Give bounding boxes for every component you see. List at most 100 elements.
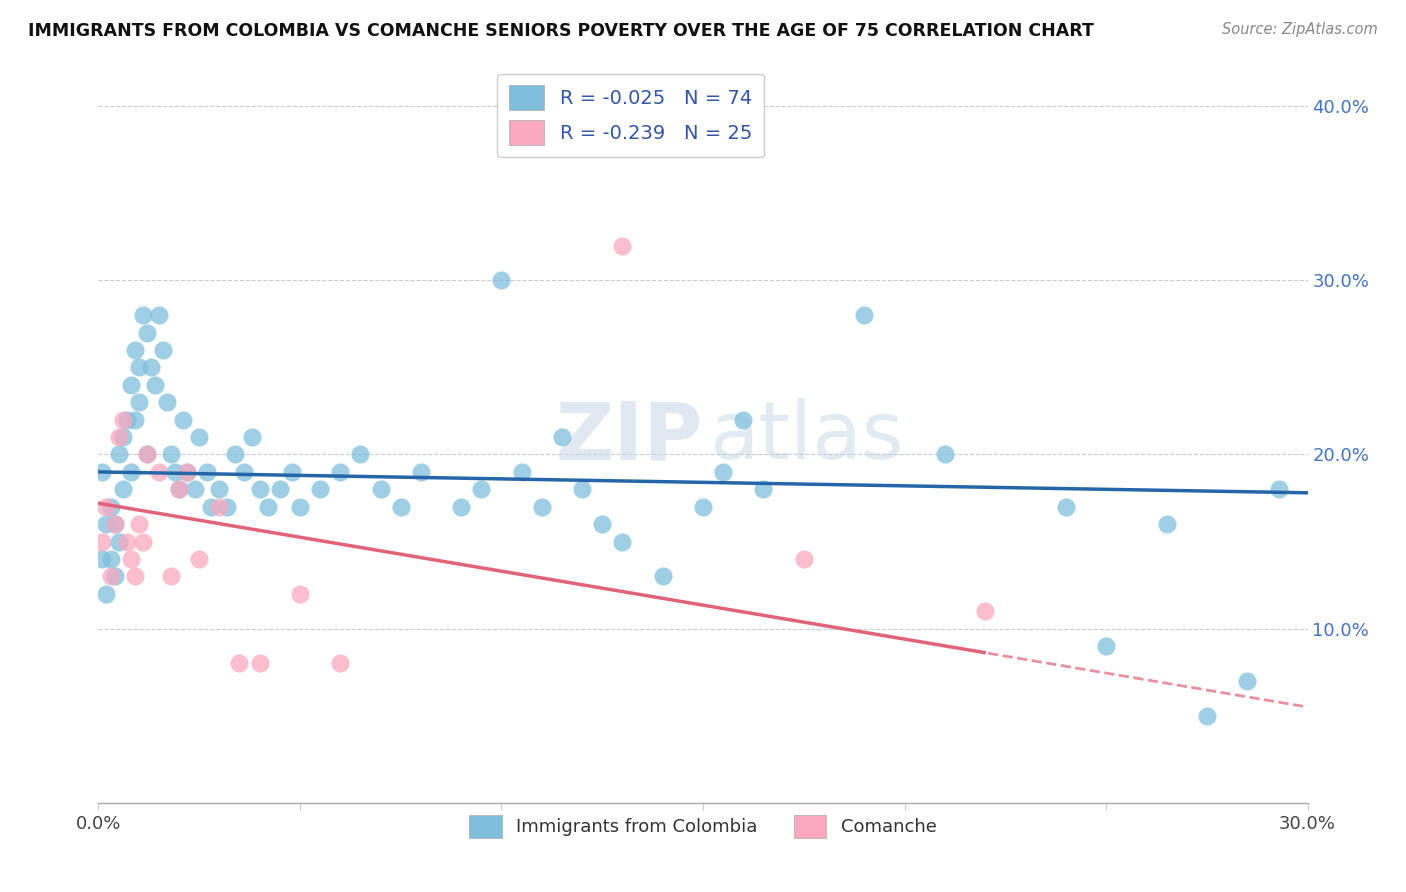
Point <box>389 500 412 514</box>
Point <box>612 238 634 252</box>
Point <box>470 483 492 497</box>
Point <box>228 657 250 671</box>
Point <box>329 657 352 671</box>
Point <box>132 308 155 322</box>
Point <box>103 517 125 532</box>
Point <box>370 483 392 497</box>
Point <box>217 500 239 514</box>
Point <box>91 552 114 566</box>
Point <box>124 343 146 357</box>
Point <box>530 500 553 514</box>
Point <box>188 552 211 566</box>
Point <box>249 483 271 497</box>
Point <box>711 465 734 479</box>
Point <box>1156 517 1178 532</box>
Point <box>281 465 304 479</box>
Point <box>111 430 134 444</box>
Point <box>96 587 118 601</box>
Legend: Immigrants from Colombia, Comanche: Immigrants from Colombia, Comanche <box>463 807 943 845</box>
Point <box>124 412 146 426</box>
Point <box>733 412 755 426</box>
Point <box>135 448 157 462</box>
Point <box>160 448 183 462</box>
Point <box>450 500 472 514</box>
Point <box>240 430 263 444</box>
Point <box>176 465 198 479</box>
Point <box>91 534 114 549</box>
Point <box>160 569 183 583</box>
Point <box>269 483 291 497</box>
Point <box>974 604 997 618</box>
Point <box>208 483 231 497</box>
Point <box>128 360 150 375</box>
Point <box>934 448 956 462</box>
Point <box>148 465 170 479</box>
Point <box>591 517 613 532</box>
Point <box>100 552 122 566</box>
Point <box>143 377 166 392</box>
Point <box>551 430 574 444</box>
Point <box>853 308 876 322</box>
Point <box>612 534 634 549</box>
Point <box>163 465 186 479</box>
Point <box>107 534 129 549</box>
Point <box>491 273 513 287</box>
Text: Source: ZipAtlas.com: Source: ZipAtlas.com <box>1222 22 1378 37</box>
Point <box>120 377 142 392</box>
Point <box>224 448 246 462</box>
Point <box>103 517 125 532</box>
Point <box>329 465 352 479</box>
Point <box>152 343 174 357</box>
Point <box>692 500 714 514</box>
Point <box>100 500 122 514</box>
Point <box>115 534 138 549</box>
Point <box>510 465 533 479</box>
Point <box>135 448 157 462</box>
Point <box>288 587 311 601</box>
Point <box>256 500 278 514</box>
Point <box>409 465 432 479</box>
Point <box>249 657 271 671</box>
Point <box>208 500 231 514</box>
Point <box>167 483 190 497</box>
Point <box>128 517 150 532</box>
Point <box>120 552 142 566</box>
Point <box>1195 708 1218 723</box>
Point <box>96 517 118 532</box>
Point <box>103 569 125 583</box>
Point <box>752 483 775 497</box>
Point <box>349 448 371 462</box>
Point <box>1095 639 1118 653</box>
Point <box>107 448 129 462</box>
Point <box>111 412 134 426</box>
Point <box>128 395 150 409</box>
Point <box>120 465 142 479</box>
Point <box>188 430 211 444</box>
Point <box>571 483 593 497</box>
Text: ZIP: ZIP <box>555 398 703 476</box>
Point <box>1268 483 1291 497</box>
Point <box>115 412 138 426</box>
Text: IMMIGRANTS FROM COLOMBIA VS COMANCHE SENIORS POVERTY OVER THE AGE OF 75 CORRELAT: IMMIGRANTS FROM COLOMBIA VS COMANCHE SEN… <box>28 22 1094 40</box>
Point <box>1054 500 1077 514</box>
Point <box>288 500 311 514</box>
Point <box>172 412 194 426</box>
Point <box>200 500 222 514</box>
Point <box>148 308 170 322</box>
Point <box>132 534 155 549</box>
Point <box>100 569 122 583</box>
Point <box>167 483 190 497</box>
Point <box>111 483 134 497</box>
Point <box>309 483 332 497</box>
Point <box>96 500 118 514</box>
Point <box>124 569 146 583</box>
Point <box>91 465 114 479</box>
Point <box>176 465 198 479</box>
Point <box>139 360 162 375</box>
Point <box>651 569 673 583</box>
Point <box>156 395 179 409</box>
Point <box>195 465 218 479</box>
Point <box>135 326 157 340</box>
Point <box>184 483 207 497</box>
Point <box>1236 673 1258 688</box>
